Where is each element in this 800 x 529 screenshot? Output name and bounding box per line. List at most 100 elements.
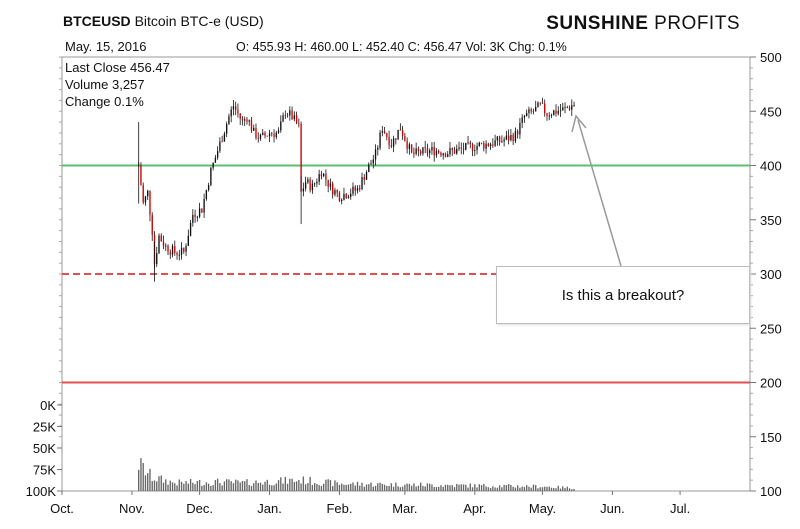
candle-body xyxy=(192,214,194,223)
candle-body xyxy=(212,162,214,168)
volume-bar xyxy=(235,479,237,491)
volume-bar xyxy=(410,485,413,491)
volume-bar xyxy=(322,483,325,491)
x-tick-label: Oct. xyxy=(50,501,74,516)
candle-body xyxy=(532,111,535,113)
volume-bar xyxy=(232,483,235,491)
candle-body xyxy=(494,140,496,146)
volume-tick-label: 50K xyxy=(33,441,56,456)
candle-body xyxy=(442,153,444,156)
candle-body xyxy=(431,147,433,151)
candle-body xyxy=(433,147,435,156)
volume-bar xyxy=(562,486,564,491)
candle-body xyxy=(248,120,250,122)
candle-body xyxy=(440,152,442,156)
candle-body xyxy=(368,164,370,173)
volume-bar xyxy=(530,487,532,491)
volume-bar xyxy=(460,484,462,491)
candle-body xyxy=(553,110,555,116)
volume-bar xyxy=(507,484,510,491)
x-tick-label: Jan. xyxy=(257,501,282,516)
volume-bar xyxy=(370,482,372,491)
candle-body xyxy=(232,106,235,110)
volume-bar xyxy=(447,484,449,491)
x-tick-label: Feb. xyxy=(326,501,352,516)
candle-body xyxy=(541,102,544,104)
candle-body xyxy=(426,148,429,154)
candle-body xyxy=(223,133,226,142)
volume-bar xyxy=(176,485,178,491)
candle-body xyxy=(449,148,451,155)
volume-bar xyxy=(158,476,160,491)
volume-bar xyxy=(485,486,487,491)
volume-bar xyxy=(435,486,438,491)
annotation-box: Is this a breakout? xyxy=(496,266,750,324)
volume-bar xyxy=(327,479,329,491)
y-tick-label: 450 xyxy=(760,104,782,119)
candle-body xyxy=(235,106,237,110)
candle-body xyxy=(318,174,320,182)
volume-bar xyxy=(501,487,503,491)
candle-body xyxy=(201,208,203,213)
candle-body xyxy=(516,131,519,135)
candle-body xyxy=(548,115,550,117)
candle-body xyxy=(183,247,185,252)
volume-bar xyxy=(156,481,158,491)
x-tick-label: Jun. xyxy=(600,501,625,516)
x-tick-label: Apr. xyxy=(463,501,486,516)
volume-bar xyxy=(289,478,291,491)
volume-bar xyxy=(573,488,575,491)
candle-body xyxy=(162,241,165,247)
candle-body xyxy=(519,122,521,135)
volume-bar xyxy=(478,484,480,491)
volume-bar xyxy=(307,483,309,491)
candle-body xyxy=(478,142,480,146)
volume-bar xyxy=(210,485,212,491)
candle-body xyxy=(207,185,210,190)
candle-body xyxy=(483,143,485,149)
candle-body xyxy=(198,208,201,217)
ticker-symbol: BTCEUSD xyxy=(63,13,131,29)
volume-bar xyxy=(180,481,183,491)
candle-body xyxy=(361,177,363,190)
candle-body xyxy=(289,110,291,116)
volume-bar xyxy=(332,486,334,491)
volume-bar xyxy=(395,482,397,491)
volume-bar xyxy=(219,483,221,491)
volume-bar xyxy=(338,484,341,491)
volume-bar xyxy=(185,480,187,491)
volume-bar xyxy=(492,486,494,491)
candle-body xyxy=(435,151,438,156)
candle-body xyxy=(392,138,395,147)
candle-body xyxy=(388,136,390,146)
volume-bar xyxy=(465,484,467,491)
candle-body xyxy=(444,153,447,157)
candle-body xyxy=(302,188,305,192)
candle-body xyxy=(546,113,548,116)
candle-body xyxy=(566,107,568,108)
volume-bar xyxy=(343,484,345,491)
volume-bar xyxy=(313,483,316,491)
candle-body xyxy=(343,193,345,200)
volume-bar xyxy=(469,483,471,491)
candle-body xyxy=(399,129,402,131)
volume-bar xyxy=(203,484,205,491)
volume-bar xyxy=(521,486,523,491)
volume-bar xyxy=(381,483,383,491)
volume-bar xyxy=(564,488,566,491)
candle-body xyxy=(559,110,562,112)
volume-bar xyxy=(282,483,284,491)
candle-body xyxy=(332,183,334,195)
candle-body xyxy=(383,131,386,134)
candle-body xyxy=(419,151,422,154)
annotation-arrowhead xyxy=(571,114,587,133)
volume-bar xyxy=(214,480,217,491)
volume-bar xyxy=(277,480,280,491)
volume-bar xyxy=(523,487,526,491)
volume-bar xyxy=(336,482,338,491)
candle-body xyxy=(295,115,298,124)
candle-body xyxy=(550,115,553,117)
volume-bar xyxy=(237,480,239,491)
candle-body xyxy=(460,147,462,149)
